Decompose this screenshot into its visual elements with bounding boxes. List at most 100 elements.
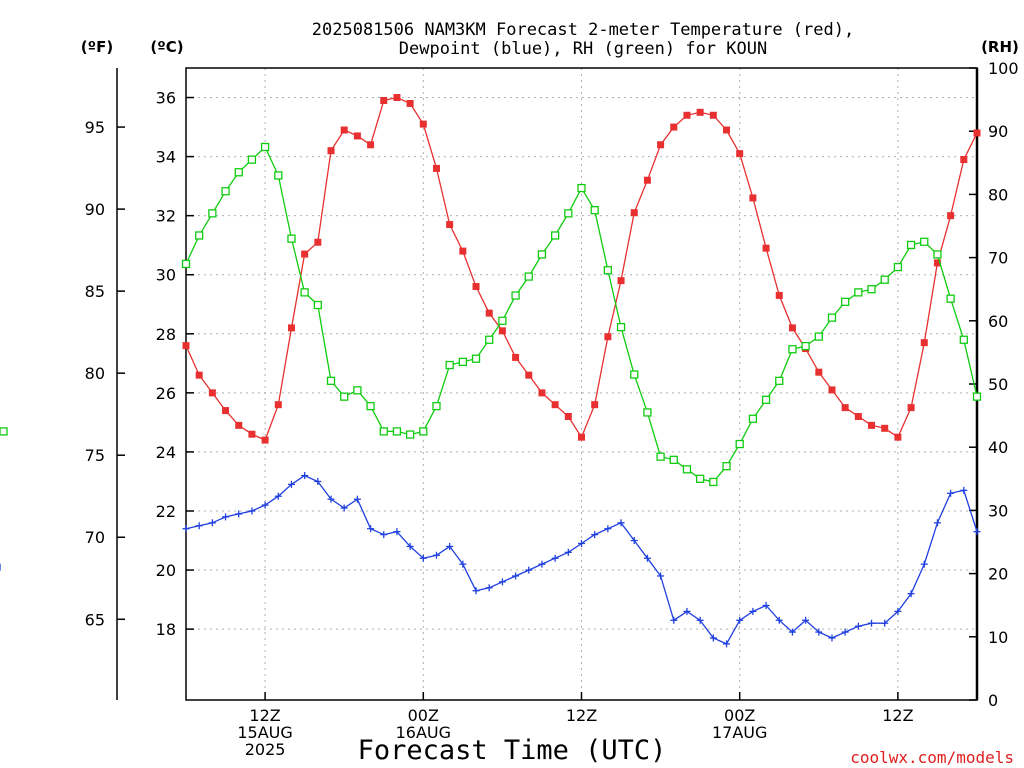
data-point-rh xyxy=(933,250,942,259)
data-point-temperature xyxy=(485,309,493,317)
data-point-dewpoint xyxy=(657,572,665,580)
data-point-rh xyxy=(340,392,349,401)
data-point-temperature xyxy=(920,339,928,347)
data-point-rh xyxy=(906,240,916,250)
data-point-rh xyxy=(208,209,217,218)
data-point-temperature xyxy=(815,368,823,376)
data-point-temperature xyxy=(564,412,572,420)
rh-tick-label: 80 xyxy=(988,185,1008,204)
data-point-rh xyxy=(788,345,797,354)
data-point-dewpoint xyxy=(881,619,889,627)
data-point-dewpoint xyxy=(538,560,546,568)
x-tick-label: 16AUG xyxy=(396,723,451,742)
data-point-dewpoint xyxy=(947,489,955,497)
rh-tick-label: 20 xyxy=(988,565,1008,584)
chart-title-line1: 2025081506 NAM3KM Forecast 2-meter Tempe… xyxy=(312,20,854,40)
data-point-rh xyxy=(366,401,375,411)
data-point-temperature xyxy=(894,433,902,441)
data-point-dewpoint xyxy=(235,510,243,518)
rh-tick-label: 60 xyxy=(988,312,1008,331)
data-point-temperature xyxy=(498,327,506,335)
x-tick-label: 12Z xyxy=(566,706,597,725)
data-point-rh xyxy=(972,392,982,401)
data-point-temperature xyxy=(828,386,836,394)
celsius-unit-label: (ºC) xyxy=(150,38,183,56)
data-point-rh xyxy=(485,335,494,344)
data-point-rh xyxy=(630,370,639,379)
data-point-dewpoint xyxy=(525,566,533,574)
data-point-temperature xyxy=(907,404,915,412)
data-point-rh xyxy=(761,395,771,404)
data-point-dewpoint xyxy=(393,528,401,536)
series-line-temperature xyxy=(185,96,978,441)
data-point-rh xyxy=(471,354,481,363)
celsius-tick-label: 24 xyxy=(156,443,176,462)
data-point-rh xyxy=(709,477,718,487)
x-tick-label: 12Z xyxy=(249,706,280,725)
data-point-temperature xyxy=(525,371,533,379)
data-point-dewpoint xyxy=(419,554,427,562)
data-point-dewpoint xyxy=(287,480,295,488)
data-point-dewpoint xyxy=(736,616,744,624)
data-point-dewpoint xyxy=(749,607,757,615)
data-point-temperature xyxy=(235,421,243,429)
x-tick-label: 15AUG xyxy=(237,723,292,742)
data-point-temperature xyxy=(591,401,599,409)
data-point-temperature xyxy=(472,283,480,291)
data-point-temperature xyxy=(301,250,309,258)
data-point-dewpoint xyxy=(564,548,572,556)
data-point-rh xyxy=(841,297,850,306)
data-point-temperature xyxy=(960,156,968,164)
data-point-rh xyxy=(392,427,402,436)
data-point-temperature xyxy=(709,111,717,119)
data-point-dewpoint xyxy=(973,528,981,536)
data-point-rh xyxy=(748,414,758,423)
data-point-temperature xyxy=(933,259,941,267)
data-point-dewpoint xyxy=(208,519,216,527)
data-point-rh xyxy=(247,155,257,164)
chart-title-line2: Dewpoint (blue), RH (green) for KOUN xyxy=(399,39,767,59)
data-point-dewpoint xyxy=(933,519,941,527)
data-point-temperature xyxy=(512,353,520,361)
data-point-rh xyxy=(616,322,626,332)
data-point-temperature xyxy=(340,126,348,134)
data-point-temperature xyxy=(723,126,731,134)
grid-lines xyxy=(186,68,977,700)
data-point-rh xyxy=(682,465,692,474)
data-point-rh xyxy=(735,439,744,449)
data-point-dewpoint xyxy=(670,616,678,624)
data-point-temperature xyxy=(762,244,770,252)
data-point-rh xyxy=(260,142,270,152)
fahrenheit-tick-label: 90 xyxy=(85,200,105,219)
data-point-rh xyxy=(696,474,705,483)
celsius-tick-label: 18 xyxy=(156,620,176,639)
data-point-dewpoint xyxy=(367,525,375,533)
rh-tick-label: 70 xyxy=(988,249,1008,268)
data-point-temperature xyxy=(367,141,375,149)
data-point-dewpoint xyxy=(459,560,467,568)
data-point-dewpoint xyxy=(854,622,862,630)
x-axis-label: Forecast Time (UTC) xyxy=(358,735,667,766)
data-point-temperature xyxy=(578,433,585,441)
data-point-temperature xyxy=(287,324,295,332)
data-point-dewpoint xyxy=(182,525,190,533)
rh-tick-label: 40 xyxy=(988,438,1008,457)
data-point-dewpoint xyxy=(406,542,414,550)
data-point-rh xyxy=(234,168,243,177)
data-point-dewpoint xyxy=(472,587,480,595)
data-point-rh xyxy=(524,272,533,281)
series-group xyxy=(0,94,982,648)
data-point-rh xyxy=(827,313,837,322)
data-point-temperature xyxy=(683,111,691,119)
data-point-dewpoint xyxy=(630,537,638,545)
data-point-dewpoint xyxy=(591,531,599,539)
data-point-dewpoint xyxy=(775,616,783,624)
data-point-temperature xyxy=(538,389,546,397)
data-point-temperature xyxy=(617,277,625,285)
data-point-dewpoint xyxy=(723,640,731,648)
x-tick-label: 12Z xyxy=(882,706,913,725)
data-point-rh xyxy=(287,234,296,243)
credit-link[interactable]: coolwx.com/models xyxy=(850,748,1014,767)
fahrenheit-tick-label: 70 xyxy=(85,528,105,547)
